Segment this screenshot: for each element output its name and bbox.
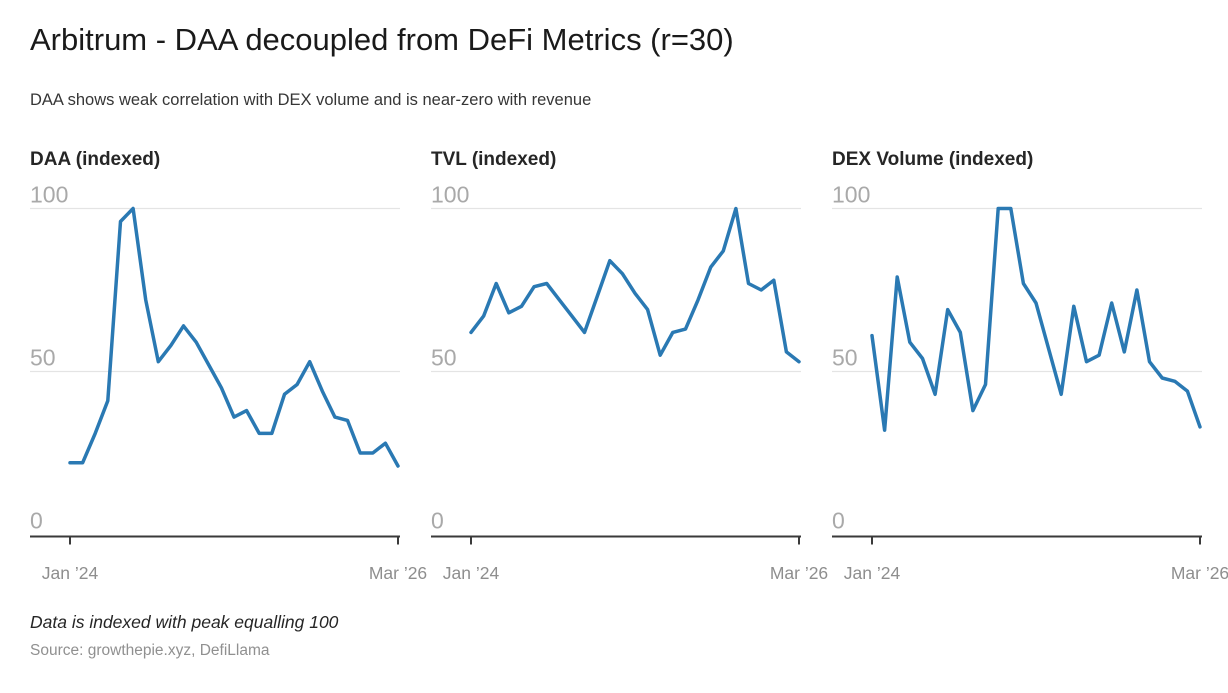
daa-line-chart: 0 50 100 Jan ’24 Mar ’26 <box>30 182 427 583</box>
x-tick-label: Mar ’26 <box>1171 563 1228 583</box>
page: Arbitrum - DAA decoupled from DeFi Metri… <box>30 22 1228 659</box>
y-tick-label: 0 <box>832 508 845 534</box>
y-tick-label: 100 <box>832 182 870 208</box>
y-tick-label: 50 <box>431 345 457 371</box>
charts-row: DAA (indexed) 0 50 100 Jan ’24 Mar ’26 TVL (… <box>30 148 1228 586</box>
page-subtitle: DAA shows weak correlation with DEX volu… <box>30 91 592 109</box>
dex-volume-series-line <box>870 206 1202 432</box>
tvl-line-chart: 0 50 100 Jan ’24 Mar ’26 <box>431 182 828 583</box>
dex-volume-line-chart: 0 50 100 Jan ’24 Mar ’26 <box>832 182 1228 583</box>
page-title: Arbitrum - DAA decoupled from DeFi Metri… <box>30 22 734 57</box>
x-tick-label: Jan ’24 <box>844 563 901 583</box>
y-tick-label: 50 <box>832 345 858 371</box>
y-tick-label: 100 <box>431 182 469 208</box>
source-line: Source: growthepie.xyz, DefiLlama <box>30 642 270 659</box>
y-tick-label: 0 <box>431 508 444 534</box>
tvl-series-line <box>469 206 801 364</box>
x-tick-label: Jan ’24 <box>42 563 99 583</box>
daa-series-line <box>68 206 400 468</box>
panel-dex-volume: DEX Volume (indexed) 0 50 100 Jan ’24 Mar ’2… <box>832 148 1228 586</box>
footnote: Data is indexed with peak equalling 100 <box>30 612 339 632</box>
chart-title-dex-volume: DEX Volume (indexed) <box>832 149 1034 170</box>
panel-daa: DAA (indexed) 0 50 100 Jan ’24 Mar ’26 <box>30 148 427 586</box>
chart-title-daa: DAA (indexed) <box>30 149 161 170</box>
y-tick-label: 100 <box>30 182 68 208</box>
x-tick-label: Jan ’24 <box>443 563 500 583</box>
y-tick-label: 0 <box>30 508 43 534</box>
chart-title-tvl: TVL (indexed) <box>431 149 557 170</box>
x-tick-label: Mar ’26 <box>369 563 427 583</box>
panel-tvl: TVL (indexed) 0 50 100 Jan ’24 Mar ’26 <box>431 148 828 586</box>
y-tick-label: 50 <box>30 345 56 371</box>
x-tick-label: Mar ’26 <box>770 563 828 583</box>
